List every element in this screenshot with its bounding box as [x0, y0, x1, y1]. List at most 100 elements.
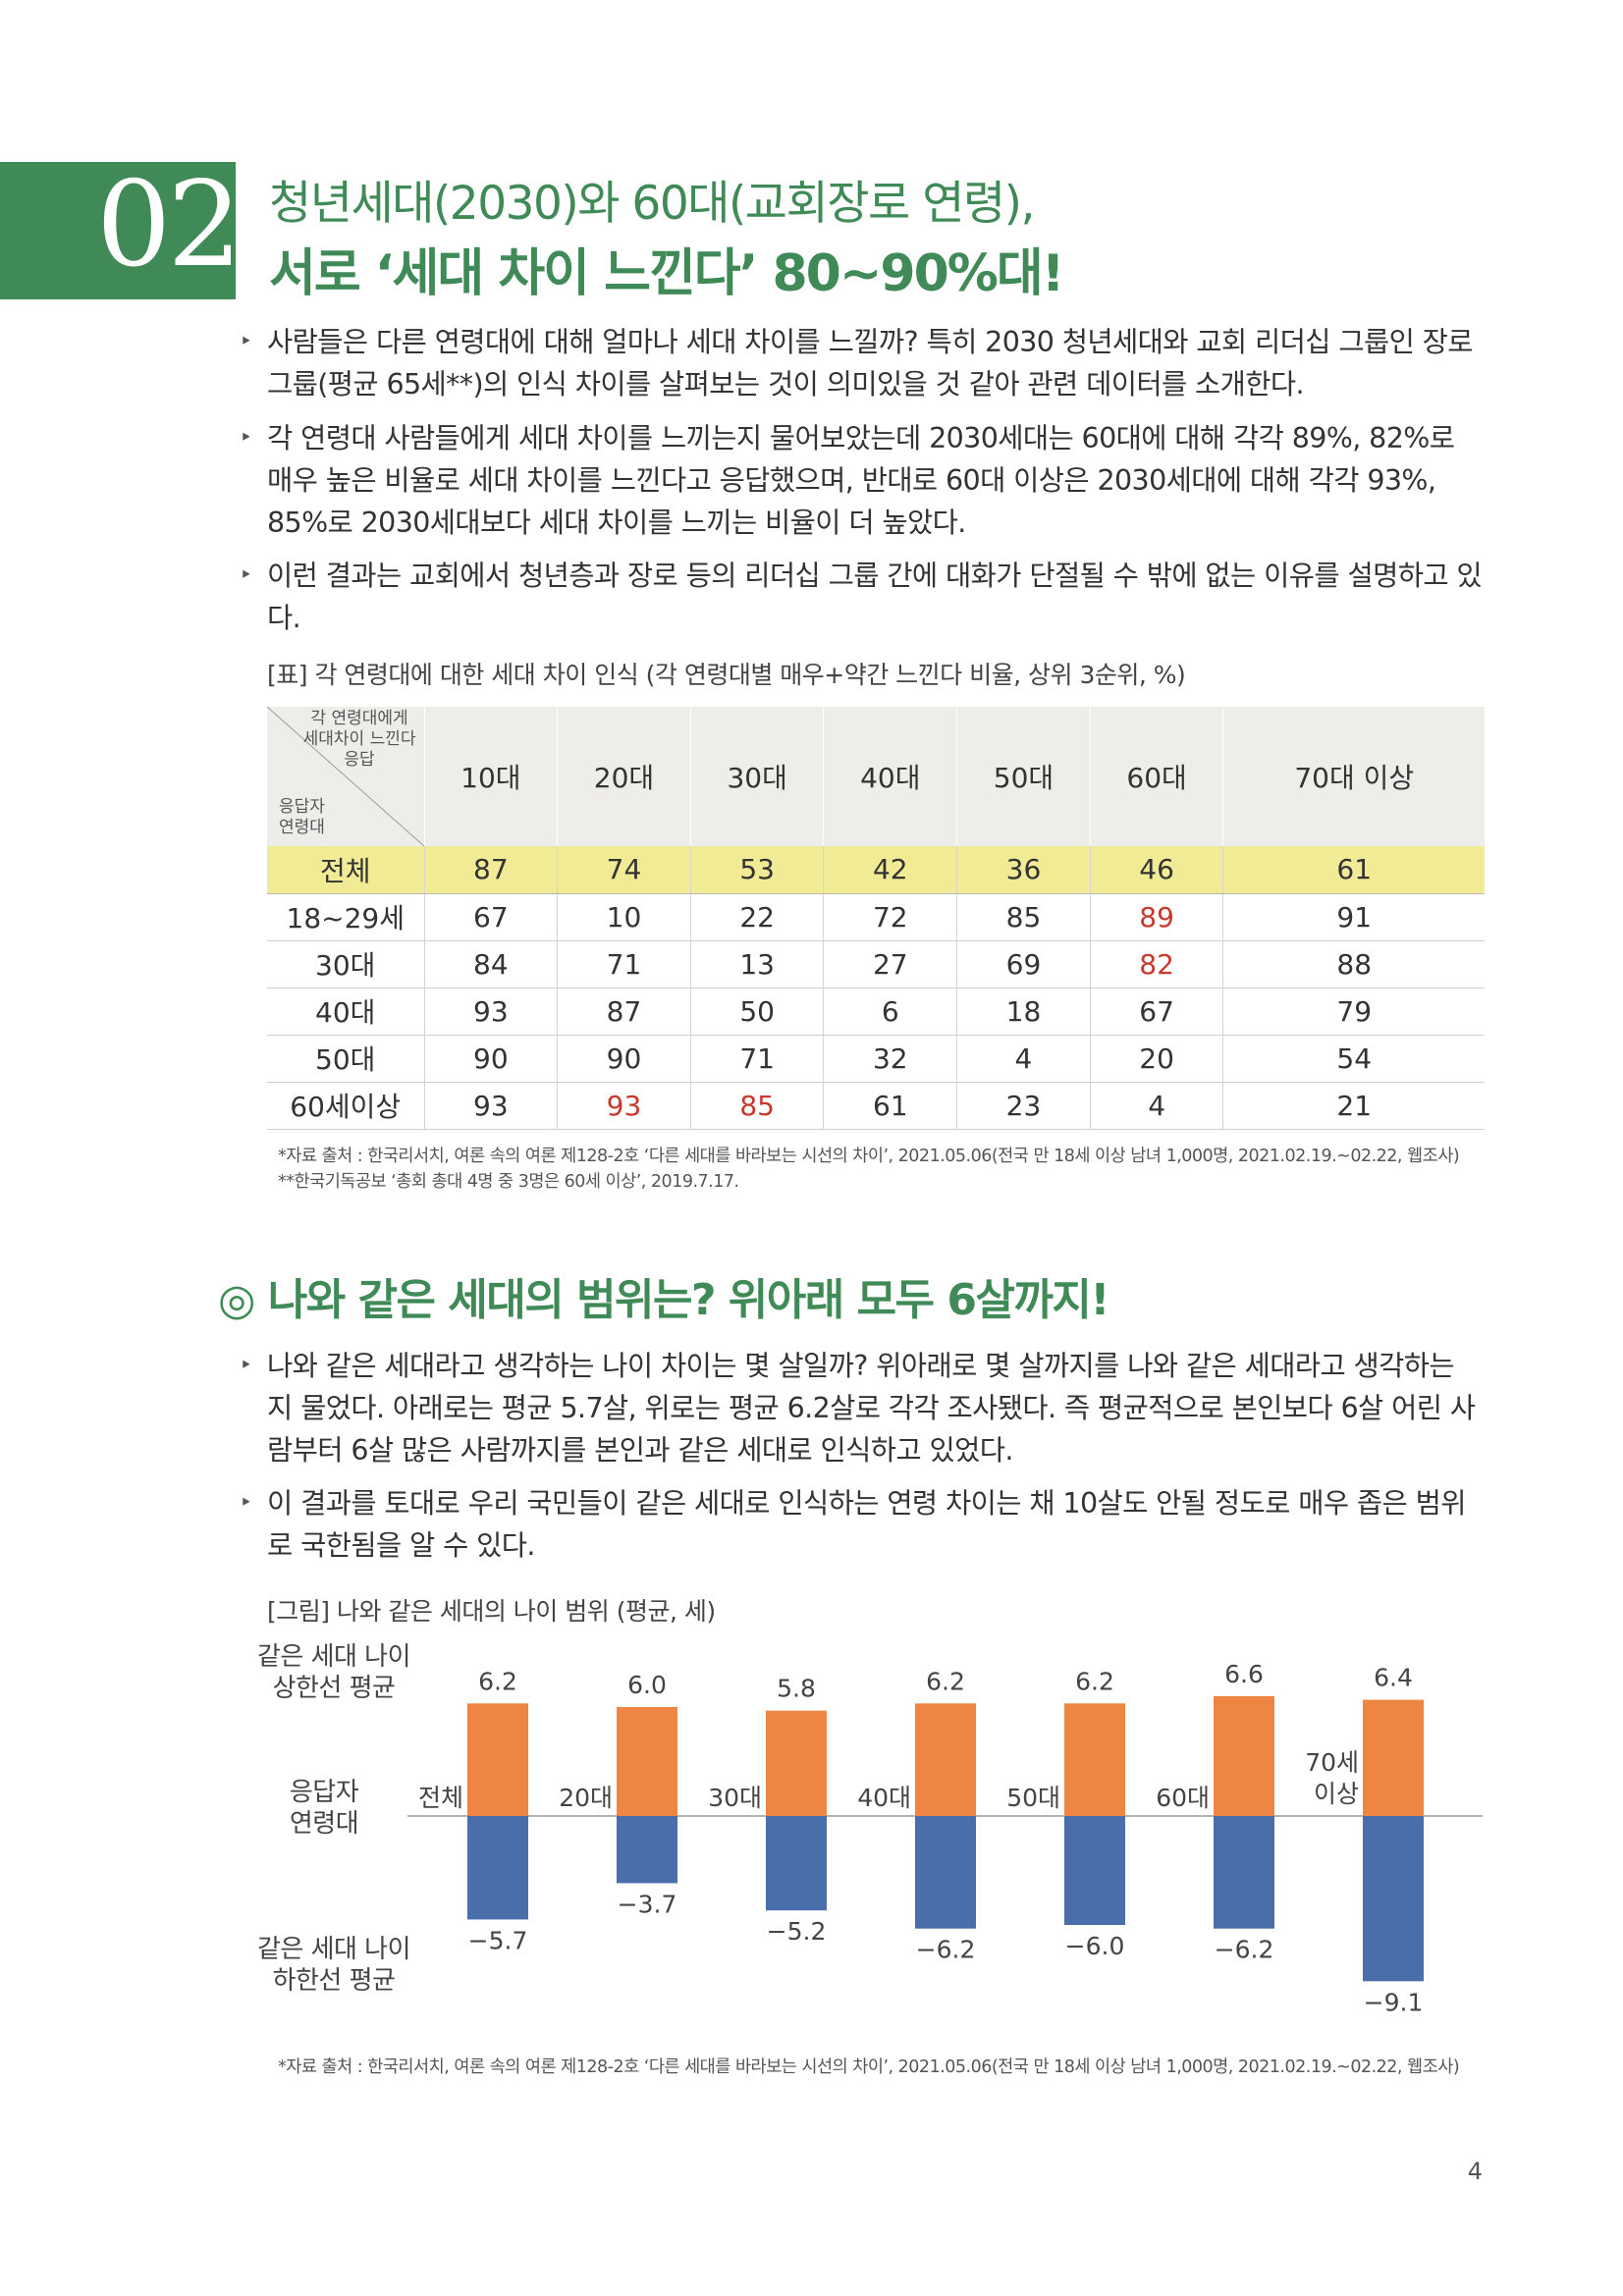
- table-corner-cell: 각 연령대에게 세대차이 느낀다 응답 응답자 연령대: [267, 707, 424, 846]
- lower-value-label: −6.2: [916, 1936, 976, 1964]
- category-label: 40대: [857, 1784, 911, 1812]
- corner-top-line: 응답: [344, 750, 375, 770]
- table-caption: [표] 각 연령대에 대한 세대 차이 인식 (각 연령대별 매우+약간 느낀다…: [267, 661, 1186, 689]
- table-cell: 71: [557, 940, 691, 988]
- section-title-line2: 서로 ‘세대 차이 느낀다’ 80~90%대!: [269, 244, 1064, 303]
- section-title-line1: 청년세대(2030)와 60대(교회장로 연령),: [269, 177, 1035, 231]
- corner-bottom-line: 응답자: [279, 797, 325, 817]
- table-cell: 79: [1222, 988, 1485, 1036]
- lower-value-label: −6.2: [1215, 1936, 1274, 1964]
- upper-value-label: 6.2: [1075, 1667, 1114, 1695]
- column-header: 70대 이상: [1222, 707, 1485, 846]
- axis-label-line: 상한선 평균: [272, 1674, 396, 1703]
- table-cell: 20: [1089, 1035, 1223, 1083]
- table-cell-highlight: 89: [1089, 893, 1223, 941]
- upper-limit-bar: [1064, 1703, 1125, 1816]
- axis-label-line: 하한선 평균: [272, 1966, 396, 1996]
- corner-bottom-label: 응답자 연령대: [279, 797, 325, 838]
- table-row: 50대 90 90 71 32 4 20 54: [267, 1035, 1485, 1083]
- table-cell: 91: [1222, 893, 1485, 941]
- upper-value-label: 6.2: [926, 1667, 965, 1695]
- category-label: 20대: [559, 1784, 613, 1812]
- upper-limit-bar: [1363, 1699, 1424, 1816]
- subsection-title: ◎ 나와 같은 세대의 범위는? 위아래 모두 6살까지!: [218, 1275, 1109, 1325]
- table-cell: 67: [423, 893, 558, 941]
- table-cell: 21: [1222, 1082, 1485, 1130]
- chart-source-note: *자료 출처 : 한국리서치, 여론 속의 여론 제128-2호 ‘다른 세대를…: [278, 2057, 1460, 2077]
- category-label: 60대: [1156, 1784, 1210, 1812]
- upper-value-label: 6.2: [478, 1667, 517, 1695]
- upper-limit-axis-label: 같은 세대 나이 상한선 평균: [255, 1641, 412, 1704]
- axis-label-line: 같은 세대 나이: [256, 1935, 411, 1964]
- diagonal-divider: [267, 707, 424, 846]
- lower-value-label: −9.1: [1364, 1988, 1424, 2016]
- table-cell: 46: [1089, 846, 1223, 894]
- table-cell: 85: [956, 893, 1091, 941]
- lower-limit-bar: [915, 1816, 976, 1929]
- table-cell: 87: [557, 988, 691, 1036]
- respondent-age-axis-label: 응답자 연령대: [275, 1777, 373, 1840]
- lower-limit-bar: [1064, 1816, 1125, 1925]
- row-label: 전체: [267, 846, 424, 894]
- column-header: 50대: [956, 707, 1091, 846]
- table-cell: 74: [557, 846, 691, 894]
- upper-value-label: 6.4: [1374, 1664, 1413, 1692]
- table-cell: 61: [823, 1082, 957, 1130]
- table-cell: 61: [1222, 846, 1485, 894]
- axis-label-line: 응답자: [289, 1778, 359, 1807]
- row-label: 60세이상: [267, 1082, 424, 1130]
- lower-limit-axis-label: 같은 세대 나이 하한선 평균: [255, 1934, 412, 1997]
- table-cell: 67: [1089, 988, 1223, 1036]
- row-label: 50대: [267, 1035, 424, 1083]
- table-cell-highlight: 82: [1089, 940, 1223, 988]
- lower-value-label: −5.2: [767, 1917, 827, 1946]
- table-cell: 27: [823, 940, 957, 988]
- age-range-chart: 같은 세대 나이 상한선 평균 응답자 연령대 같은 세대 나이 하한선 평균 …: [255, 1639, 1492, 2061]
- table-row: 40대 93 87 50 6 18 67 79: [267, 988, 1485, 1036]
- upper-value-label: 6.0: [627, 1671, 667, 1699]
- bullet-paragraph: 이 결과를 토대로 우리 국민들이 같은 세대로 인식하는 연령 차이는 채 1…: [240, 1482, 1485, 1567]
- table-cell: 90: [423, 1035, 558, 1083]
- table-cell: 18: [956, 988, 1091, 1036]
- table-cell: 13: [689, 940, 824, 988]
- chart-plot: 6.2 −5.7 전체 6.0 −3.7 20대 5.8 −5.2 30대 6.2 −6.2 40대 6…: [407, 1660, 1483, 2016]
- lower-limit-bar: [467, 1816, 528, 1920]
- table-source-note: *자료 출처 : 한국리서치, 여론 속의 여론 제128-2호 ‘다른 세대를…: [278, 1147, 1460, 1166]
- upper-limit-bar: [766, 1710, 827, 1816]
- category-label: 이상: [1314, 1780, 1359, 1808]
- corner-bottom-line: 연령대: [279, 818, 325, 837]
- lower-value-label: −6.0: [1065, 1932, 1125, 1960]
- lower-limit-bar: [766, 1816, 827, 1911]
- table-cell-highlight: 85: [689, 1082, 824, 1130]
- section-number: 02: [96, 157, 243, 294]
- table-cell: 87: [423, 846, 558, 894]
- table-cell: 36: [956, 846, 1091, 894]
- axis-label-line: 같은 세대 나이: [256, 1642, 411, 1672]
- upper-value-label: 6.6: [1224, 1660, 1264, 1688]
- axis-label-line: 연령대: [289, 1809, 359, 1839]
- table-reference-note: **한국기독공보 ‘총회 총대 4명 중 3명은 60세 이상’, 2019.7…: [278, 1172, 739, 1192]
- lower-limit-bar: [617, 1816, 677, 1884]
- upper-limit-bar: [467, 1703, 528, 1816]
- bullet-paragraph: 각 연령대 사람들에게 세대 차이를 느끼는지 물어보았는데 2030세대는 6…: [240, 417, 1485, 544]
- table-cell: 71: [689, 1035, 824, 1083]
- generation-gap-table: 각 연령대에게 세대차이 느낀다 응답 응답자 연령대 10대 20대 30대 …: [267, 707, 1485, 1130]
- upper-limit-bar: [1214, 1695, 1274, 1816]
- table-cell: 6: [823, 988, 957, 1036]
- table-cell: 23: [956, 1082, 1091, 1130]
- column-header: 10대: [423, 707, 558, 846]
- table-cell: 72: [823, 893, 957, 941]
- table-cell: 42: [823, 846, 957, 894]
- category-label: 50대: [1006, 1784, 1060, 1812]
- lower-limit-bar: [1363, 1816, 1424, 1982]
- table-cell: 84: [423, 940, 558, 988]
- table-row: 60세이상 93 93 85 61 23 4 21: [267, 1082, 1485, 1130]
- table-cell: 93: [423, 988, 558, 1036]
- bullet-paragraph: 나와 같은 세대라고 생각하는 나이 차이는 몇 살일까? 위아래로 몇 살까지…: [240, 1345, 1485, 1471]
- upper-limit-bar: [617, 1707, 677, 1816]
- table-cell: 50: [689, 988, 824, 1036]
- lower-limit-bar: [1214, 1816, 1274, 1929]
- page-number: 4: [1467, 2158, 1483, 2185]
- table-cell: 90: [557, 1035, 691, 1083]
- category-label: 30대: [708, 1784, 762, 1812]
